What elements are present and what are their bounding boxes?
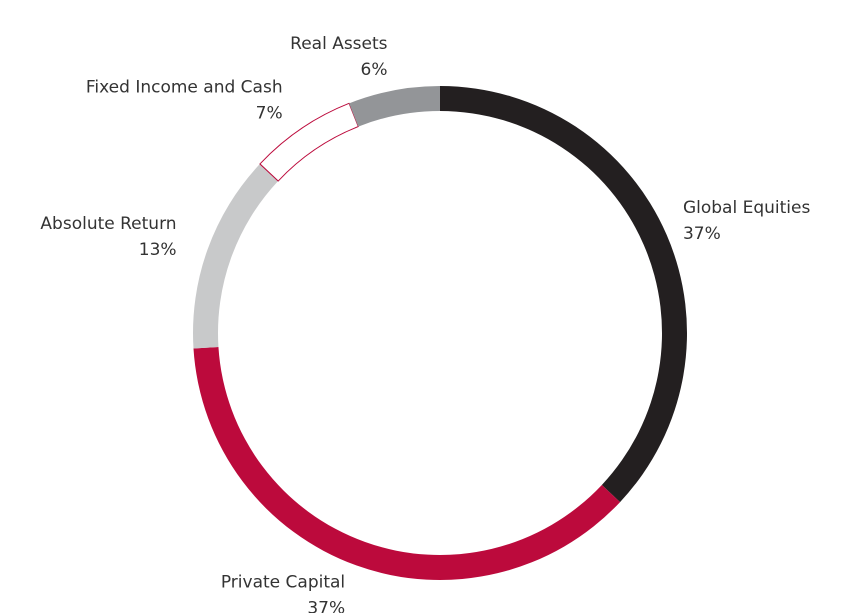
segment-label: Global Equities: [683, 198, 811, 218]
segment-value-label: 13%: [139, 240, 177, 260]
donut-segment: [349, 86, 440, 127]
segment-value-label: 7%: [256, 103, 283, 123]
donut-segment: [440, 86, 687, 503]
segment-label: Fixed Income and Cash: [86, 77, 283, 97]
segment-value-label: 6%: [361, 60, 388, 80]
segment-label: Real Assets: [290, 34, 388, 54]
segment-value-label: 37%: [683, 224, 721, 244]
donut-segment: [193, 163, 279, 349]
segment-label: Private Capital: [221, 572, 345, 592]
segment-value-label: 37%: [307, 598, 345, 613]
donut-segment: [259, 102, 359, 182]
segment-label: Absolute Return: [40, 214, 176, 234]
donut-segment: [193, 346, 621, 581]
